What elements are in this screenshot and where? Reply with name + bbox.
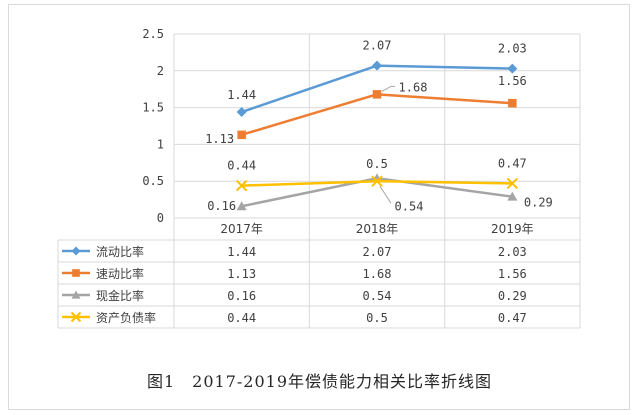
data-label-0-2: 2.03 xyxy=(498,42,527,56)
marker-3-2 xyxy=(506,177,519,190)
marker-1-1 xyxy=(372,90,382,99)
data-label-0-0: 1.44 xyxy=(227,88,256,102)
table-cell-3-2: 0.47 xyxy=(498,311,527,325)
legend-label-0: 流动比率 xyxy=(96,244,144,259)
data-label-2-0: 0.16 xyxy=(207,199,236,213)
series-line-0 xyxy=(241,64,513,114)
series-line-1 xyxy=(241,93,513,137)
data-label-2-1: 0.54 xyxy=(395,199,424,213)
table-cell-2-2: 0.29 xyxy=(498,289,527,303)
data-label-1-1: 1.68 xyxy=(399,80,428,94)
table-cell-0-1: 2.07 xyxy=(363,245,392,259)
data-label-1-2: 1.56 xyxy=(498,74,527,88)
legend-label-1: 速动比率 xyxy=(96,266,144,281)
legend-marker-1 xyxy=(72,269,80,277)
table-cell-1-2: 1.56 xyxy=(498,267,527,281)
table-cell-1-1: 1.68 xyxy=(363,267,392,281)
category-label-2: 2019年 xyxy=(491,222,534,236)
leader-line-2 xyxy=(379,185,392,204)
legend-label-2: 现金比率 xyxy=(96,288,144,303)
category-label-1: 2018年 xyxy=(356,222,399,236)
data-label-1-0: 1.13 xyxy=(205,132,234,146)
y-tick-0.5: 0.5 xyxy=(142,174,164,188)
legend-marker-3 xyxy=(70,311,82,323)
table-cell-1-0: 1.13 xyxy=(227,267,256,281)
legend-marker-0 xyxy=(71,246,81,256)
marker-1-0 xyxy=(237,130,246,140)
table-cell-2-0: 0.16 xyxy=(227,289,256,303)
table-cell-3-0: 0.44 xyxy=(227,311,256,325)
y-tick-0: 0 xyxy=(157,211,164,225)
y-tick-2.5: 2.5 xyxy=(142,27,164,41)
y-tick-2: 2 xyxy=(157,64,164,78)
category-label-0: 2017年 xyxy=(220,222,263,236)
figure-caption: 图1 2017-2019年偿债能力相关比率折线图 xyxy=(146,372,493,391)
y-tick-1.5: 1.5 xyxy=(142,101,164,115)
legend-label-3: 资产负债率 xyxy=(96,310,156,325)
marker-0-2 xyxy=(507,63,518,74)
marker-3-0 xyxy=(235,179,248,192)
data-label-2-2: 0.29 xyxy=(524,196,553,210)
table-cell-0-0: 1.44 xyxy=(227,245,256,259)
marker-0-1 xyxy=(372,60,382,71)
marker-2-2 xyxy=(507,191,518,201)
y-tick-1: 1 xyxy=(157,137,164,151)
table-cell-0-2: 2.03 xyxy=(498,245,527,259)
data-label-3-1: 0.5 xyxy=(366,157,388,171)
data-label-3-2: 0.47 xyxy=(498,156,527,170)
data-label-0-1: 2.07 xyxy=(363,39,392,53)
chart-frame xyxy=(8,4,630,410)
table-cell-3-1: 0.5 xyxy=(366,311,388,325)
table-cell-2-1: 0.54 xyxy=(363,289,392,303)
marker-1-2 xyxy=(508,98,517,108)
marker-3-1 xyxy=(371,175,383,187)
marker-0-0 xyxy=(236,107,247,118)
legend-marker-2 xyxy=(71,290,81,299)
data-label-3-0: 0.44 xyxy=(227,159,256,173)
leader-line-1 xyxy=(381,85,395,92)
marker-2-0 xyxy=(236,201,247,211)
